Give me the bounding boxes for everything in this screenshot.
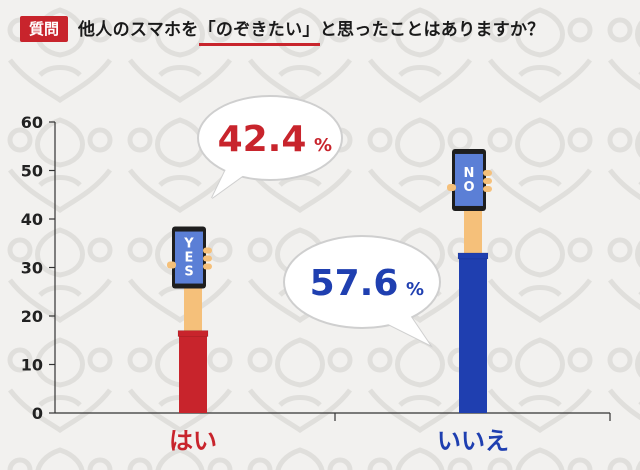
phone-screen — [455, 153, 483, 206]
speech-bubble-tail-cover — [212, 165, 248, 198]
data-label-unit: % — [406, 279, 424, 300]
question-suffix: と思ったことはありますか？ — [319, 20, 545, 40]
bar-cuff — [177, 330, 209, 337]
question-header: 質問 他人のスマホを「のぞきたい」と思ったことはありますか？ — [20, 10, 620, 50]
phone-screen — [175, 231, 203, 284]
y-tick-label: 0 — [32, 404, 43, 423]
question-badge: 質問 — [20, 16, 68, 42]
y-tick-label: 50 — [21, 162, 43, 181]
data-label-unit: % — [314, 135, 332, 156]
speech-bubble — [197, 95, 343, 181]
finger — [203, 263, 212, 270]
finger — [483, 177, 492, 184]
y-tick-label: 40 — [21, 210, 43, 229]
y-tick-label: 10 — [21, 356, 43, 375]
question-highlight: 「のぞきたい」 — [198, 20, 320, 40]
thumb — [167, 261, 176, 269]
data-label: 42.4 — [218, 119, 307, 160]
speech-bubble — [283, 235, 441, 329]
question-text: 他人のスマホを「のぞきたい」と思ったことはありますか？ — [78, 15, 545, 40]
speech-bubble-tail-cover — [382, 308, 430, 345]
y-tick-label: 30 — [21, 259, 43, 278]
thumb — [447, 183, 456, 191]
finger — [483, 169, 492, 176]
y-tick-label: 60 — [21, 113, 43, 132]
question-prefix: 他人のスマホを — [78, 20, 199, 40]
finger — [483, 185, 492, 192]
bar-cuff — [457, 252, 489, 260]
bar — [459, 256, 487, 413]
data-label: 57.6 — [310, 263, 399, 304]
bar-group-no: N O 57.6% — [283, 148, 492, 413]
bar-group-yes: Y E S 42.4% — [167, 95, 343, 413]
x-category-label: いいえ — [437, 427, 509, 455]
bar — [179, 334, 207, 413]
x-category-label: はい — [169, 427, 217, 455]
finger — [203, 255, 212, 262]
finger — [203, 247, 212, 254]
y-tick-label: 20 — [21, 307, 43, 326]
